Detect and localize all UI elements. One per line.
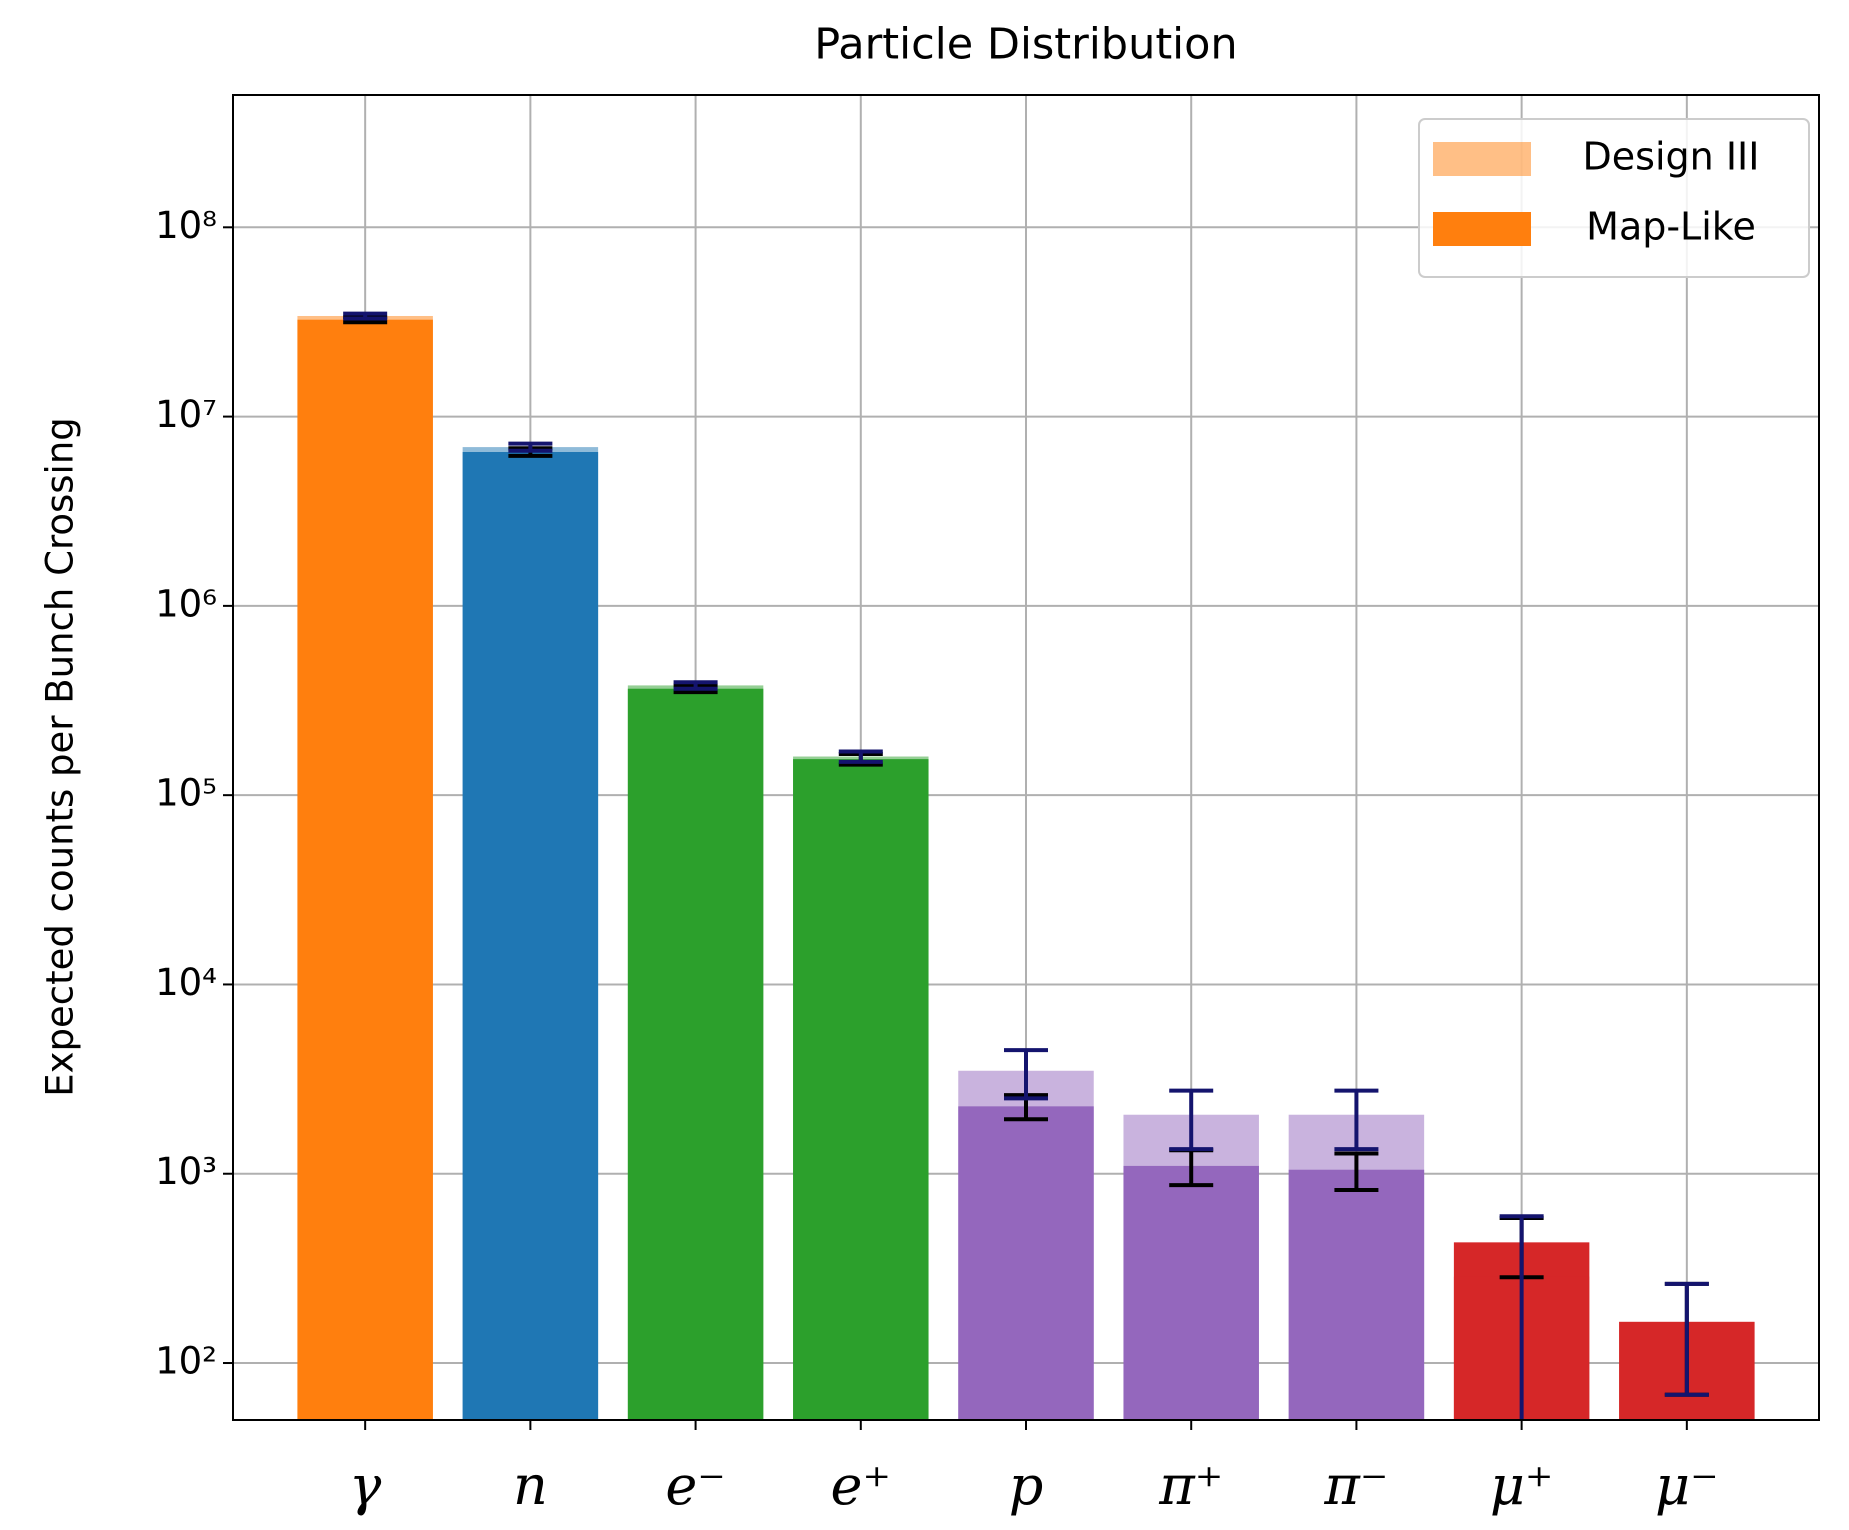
bar [297, 315, 433, 1420]
bar [627, 685, 764, 1420]
legend-label: Design III [1583, 135, 1760, 179]
error-bar [838, 749, 883, 764]
y-tick-label: 10⁶ [155, 582, 217, 625]
y-tick-label: 10⁸ [155, 204, 217, 247]
x-tick-label: n [513, 1454, 548, 1517]
legend-swatch [1433, 212, 1531, 246]
error-bar [1334, 1151, 1379, 1193]
x-tick-label: μ⁺ [1490, 1454, 1554, 1517]
legend-swatch [1433, 142, 1531, 176]
error-bar [1664, 1281, 1709, 1397]
error-bar [1334, 1088, 1379, 1152]
y-tick-label: 10⁴ [155, 961, 217, 1004]
x-tick-label: μ⁻ [1655, 1454, 1719, 1517]
x-tick-label: π⁺ [1158, 1454, 1223, 1517]
x-tick-label: e⁺ [831, 1454, 891, 1517]
plot-frame [232, 94, 1820, 1421]
x-tick-label: γ [349, 1454, 382, 1517]
y-tick-label: 10³ [155, 1150, 217, 1193]
x-tick-label: π⁻ [1323, 1454, 1388, 1517]
x-tick-label: p [1009, 1454, 1044, 1517]
y-axis-label: Expected counts per Bunch Crossing [39, 417, 82, 1097]
y-tick-label: 10² [155, 1340, 217, 1383]
y-tick-label: 10⁵ [155, 772, 217, 815]
x-tick-label: e⁻ [665, 1454, 725, 1517]
error-bar [1499, 1214, 1544, 1420]
y-tick-label: 10⁷ [155, 393, 217, 436]
bar [793, 756, 929, 1420]
bar [462, 447, 599, 1420]
chart-title: Particle Distribution [814, 20, 1237, 70]
legend: Design III Map-Like [1418, 118, 1810, 278]
error-bar [508, 441, 553, 453]
error-bar [1169, 1088, 1214, 1152]
error-bar [1004, 1048, 1048, 1101]
error-bar [673, 680, 718, 691]
error-bar [343, 311, 388, 321]
legend-label: Map-Like [1586, 205, 1756, 249]
bar [958, 1070, 1094, 1420]
